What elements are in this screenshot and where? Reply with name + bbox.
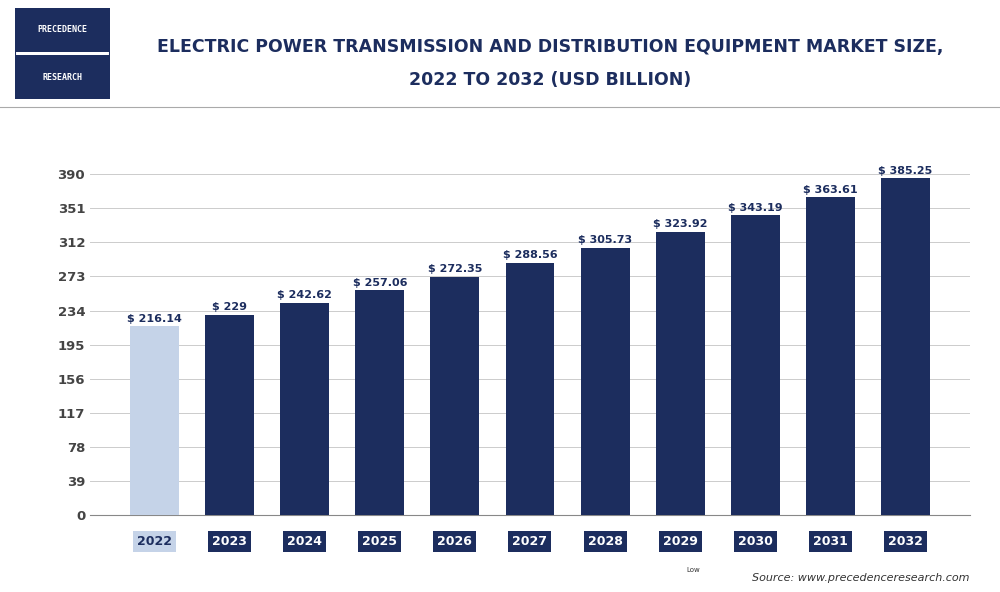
Text: $ 229: $ 229 bbox=[212, 303, 247, 313]
Bar bbox=[15, 56, 110, 99]
Text: 2022: 2022 bbox=[137, 535, 172, 548]
Text: 2022 TO 2032 (USD BILLION): 2022 TO 2032 (USD BILLION) bbox=[409, 71, 691, 89]
Text: $ 216.14: $ 216.14 bbox=[127, 314, 182, 324]
Text: 2032: 2032 bbox=[888, 535, 923, 548]
Text: 2028: 2028 bbox=[588, 535, 623, 548]
Bar bbox=[430, 277, 479, 515]
Bar bbox=[205, 315, 254, 515]
Bar bbox=[506, 263, 554, 515]
Text: 2024: 2024 bbox=[287, 535, 322, 548]
Bar bbox=[130, 326, 179, 515]
Text: 2029: 2029 bbox=[663, 535, 698, 548]
Text: $ 385.25: $ 385.25 bbox=[878, 166, 933, 176]
Bar bbox=[881, 178, 930, 515]
Text: PRECEDENCE: PRECEDENCE bbox=[38, 25, 88, 34]
Text: 2026: 2026 bbox=[437, 535, 472, 548]
Text: 2030: 2030 bbox=[738, 535, 773, 548]
Text: RESEARCH: RESEARCH bbox=[42, 73, 82, 82]
Text: $ 288.56: $ 288.56 bbox=[503, 250, 557, 260]
Bar bbox=[656, 232, 705, 515]
Text: $ 363.61: $ 363.61 bbox=[803, 185, 858, 195]
Text: Source: www.precedenceresearch.com: Source: www.precedenceresearch.com bbox=[753, 573, 970, 583]
Text: $ 257.06: $ 257.06 bbox=[353, 278, 407, 288]
Text: $ 323.92: $ 323.92 bbox=[653, 220, 707, 229]
Text: 2027: 2027 bbox=[512, 535, 547, 548]
Bar bbox=[806, 197, 855, 515]
Text: 2025: 2025 bbox=[362, 535, 397, 548]
Bar bbox=[15, 8, 110, 52]
Text: Low: Low bbox=[686, 567, 700, 573]
Text: 2023: 2023 bbox=[212, 535, 247, 548]
Text: $ 305.73: $ 305.73 bbox=[578, 235, 632, 245]
Text: $ 343.19: $ 343.19 bbox=[728, 202, 783, 213]
Text: $ 272.35: $ 272.35 bbox=[428, 265, 482, 275]
Bar bbox=[355, 291, 404, 515]
Text: ELECTRIC POWER TRANSMISSION AND DISTRIBUTION EQUIPMENT MARKET SIZE,: ELECTRIC POWER TRANSMISSION AND DISTRIBU… bbox=[157, 38, 943, 56]
Text: $ 242.62: $ 242.62 bbox=[277, 291, 332, 300]
Bar bbox=[581, 248, 630, 515]
Bar bbox=[731, 215, 780, 515]
Text: 2031: 2031 bbox=[813, 535, 848, 548]
Bar bbox=[280, 303, 329, 515]
